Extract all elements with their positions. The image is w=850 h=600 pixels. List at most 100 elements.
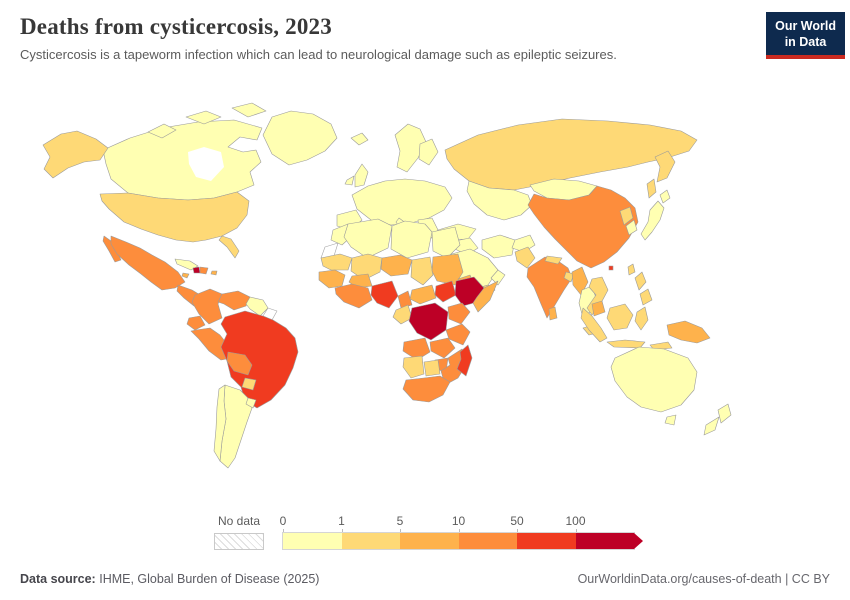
region-indonesia-java[interactable]: [606, 339, 646, 349]
region-finland[interactable]: [418, 138, 439, 166]
region-bolivia[interactable]: [226, 351, 253, 376]
region-myanmar[interactable]: [571, 266, 589, 296]
region-afghanistan[interactable]: [511, 234, 536, 253]
legend-bin-100+[interactable]: [575, 533, 634, 549]
region-iceland[interactable]: [350, 132, 369, 146]
region-new-guinea[interactable]: [666, 320, 711, 344]
region-iran[interactable]: [481, 234, 516, 259]
region-angola[interactable]: [402, 337, 431, 361]
region-philippines-south[interactable]: [639, 288, 653, 306]
region-central-europe[interactable]: [351, 178, 453, 226]
region-madagascar[interactable]: [456, 344, 473, 377]
region-nepal[interactable]: [544, 255, 563, 265]
footer: Data source: IHME, Global Burden of Dise…: [20, 572, 830, 586]
legend-bar: [282, 532, 635, 550]
region-namibia[interactable]: [402, 355, 425, 379]
region-hong-kong[interactable]: [608, 265, 614, 271]
region-uganda-kenya[interactable]: [447, 302, 471, 325]
region-canada-arctic-2[interactable]: [185, 110, 222, 125]
region-uk[interactable]: [354, 163, 369, 188]
region-colombia[interactable]: [191, 288, 223, 325]
region-oman[interactable]: [490, 269, 506, 286]
region-nigeria[interactable]: [370, 280, 399, 309]
data-source-value: IHME, Global Burden of Disease (2025): [99, 572, 320, 586]
legend-bin-1-5[interactable]: [341, 533, 400, 549]
region-japan-hokkaido[interactable]: [659, 189, 671, 204]
region-pakistan[interactable]: [514, 246, 536, 269]
region-uruguay[interactable]: [245, 397, 257, 409]
owid-logo-line2: in Data: [784, 34, 827, 49]
region-tanzania[interactable]: [445, 323, 471, 346]
legend-tick-label: 100: [565, 514, 586, 528]
legend-bin-50-100[interactable]: [517, 533, 576, 549]
legend-tick-mark: [341, 529, 343, 533]
region-brazil[interactable]: [220, 310, 299, 409]
region-algeria[interactable]: [343, 218, 393, 259]
region-usa[interactable]: [99, 191, 250, 243]
region-cambodia[interactable]: [591, 300, 606, 317]
region-canada-arctic-1[interactable]: [147, 123, 177, 139]
region-ireland[interactable]: [344, 175, 355, 186]
region-japan[interactable]: [640, 200, 665, 241]
region-russia-kamchatka[interactable]: [654, 150, 676, 183]
region-senegal-guinea[interactable]: [318, 269, 346, 289]
region-new-zealand-south[interactable]: [703, 416, 720, 436]
region-australia-tasmania[interactable]: [664, 414, 677, 426]
region-mali[interactable]: [350, 253, 383, 281]
region-sri-lanka[interactable]: [548, 306, 558, 321]
region-russia-sakhalin[interactable]: [646, 178, 657, 199]
region-south-korea[interactable]: [625, 219, 638, 236]
region-taiwan[interactable]: [627, 263, 636, 276]
region-australia[interactable]: [610, 346, 698, 413]
region-mauritania[interactable]: [320, 253, 353, 271]
region-puerto-rico[interactable]: [210, 270, 218, 276]
no-data-swatch[interactable]: [214, 533, 264, 550]
region-paraguay[interactable]: [241, 377, 257, 391]
legend-bin-0-1[interactable]: [283, 533, 342, 549]
region-chad[interactable]: [410, 256, 434, 286]
region-niger[interactable]: [380, 254, 413, 277]
region-south-sudan[interactable]: [434, 280, 457, 303]
footer-link[interactable]: OurWorldinData.org/causes-of-death | CC …: [577, 572, 830, 586]
region-dominican-republic[interactable]: [199, 266, 209, 275]
region-egypt[interactable]: [431, 226, 461, 259]
region-philippines-north[interactable]: [634, 271, 647, 291]
region-libya[interactable]: [390, 220, 433, 259]
legend-scale: 0 1 5 10 50 100: [280, 514, 663, 550]
region-zambia[interactable]: [429, 337, 456, 359]
region-haiti[interactable]: [192, 266, 201, 274]
legend-tick-label: 10: [451, 514, 466, 528]
region-north-korea[interactable]: [619, 206, 634, 226]
region-indonesia-sulawesi[interactable]: [634, 306, 649, 331]
region-drc[interactable]: [408, 302, 449, 341]
legend-bin-5-10[interactable]: [400, 533, 459, 549]
region-kazakhstan-central-asia[interactable]: [466, 180, 533, 221]
legend-bin-10-50[interactable]: [458, 533, 517, 549]
region-greenland[interactable]: [262, 110, 338, 166]
region-west-africa[interactable]: [334, 283, 373, 309]
region-ecuador[interactable]: [186, 315, 206, 331]
region-scandinavia[interactable]: [394, 123, 427, 173]
region-indonesia-sumatra[interactable]: [580, 307, 608, 343]
region-sudan[interactable]: [431, 253, 464, 286]
owid-logo[interactable]: Our World in Data: [766, 12, 845, 60]
region-canada-arctic-3[interactable]: [231, 102, 267, 118]
region-venezuela[interactable]: [217, 290, 251, 311]
region-chile[interactable]: [213, 384, 227, 462]
region-gabon-congo[interactable]: [392, 304, 413, 325]
region-bangladesh[interactable]: [563, 271, 575, 283]
region-mexico[interactable]: [110, 235, 186, 291]
region-somalia[interactable]: [472, 280, 499, 313]
region-central-african-republic[interactable]: [409, 284, 437, 305]
region-canada[interactable]: [102, 119, 263, 201]
region-jamaica[interactable]: [181, 272, 190, 279]
region-usa-florida[interactable]: [218, 235, 240, 259]
region-south-africa[interactable]: [402, 375, 451, 403]
region-china[interactable]: [527, 185, 639, 269]
region-new-zealand-north[interactable]: [717, 403, 732, 424]
region-cameroon[interactable]: [397, 290, 413, 309]
region-indonesia-borneo[interactable]: [606, 303, 634, 331]
region-alaska[interactable]: [42, 130, 109, 179]
region-botswana[interactable]: [423, 359, 441, 377]
